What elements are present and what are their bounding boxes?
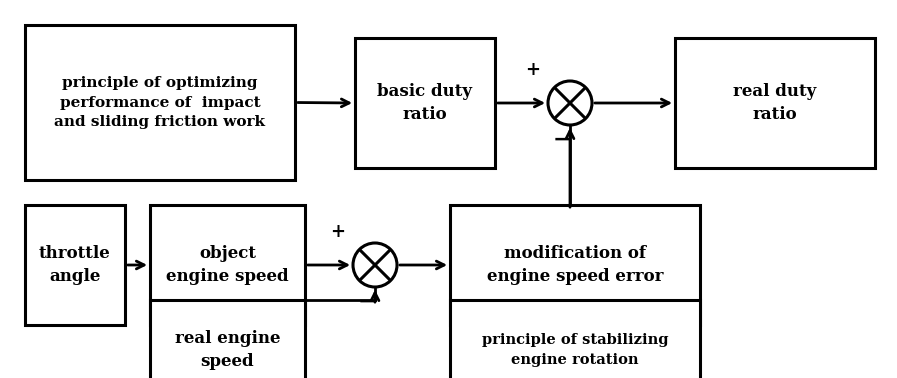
Bar: [25, 205, 125, 325]
Text: modification of
engine speed error: modification of engine speed error: [487, 245, 663, 285]
Text: principle of stabilizing
engine rotation: principle of stabilizing engine rotation: [482, 333, 668, 367]
Bar: [25, 25, 295, 180]
Bar: [675, 38, 875, 168]
Bar: [150, 205, 305, 325]
Bar: [150, 300, 305, 378]
Text: throttle
angle: throttle angle: [39, 245, 111, 285]
Text: −: −: [553, 129, 571, 151]
Bar: [450, 300, 700, 378]
Bar: [450, 205, 700, 325]
Text: real duty
ratio: real duty ratio: [734, 83, 816, 123]
Ellipse shape: [548, 81, 592, 125]
Text: −: −: [358, 291, 377, 313]
Text: real engine
speed: real engine speed: [175, 330, 280, 370]
Text: principle of optimizing
performance of  impact
and sliding friction work: principle of optimizing performance of i…: [55, 76, 266, 129]
Ellipse shape: [353, 243, 397, 287]
Text: object
engine speed: object engine speed: [166, 245, 289, 285]
Text: +: +: [525, 61, 540, 79]
Text: +: +: [330, 223, 345, 241]
Bar: [355, 38, 495, 168]
Text: basic duty
ratio: basic duty ratio: [378, 83, 473, 123]
